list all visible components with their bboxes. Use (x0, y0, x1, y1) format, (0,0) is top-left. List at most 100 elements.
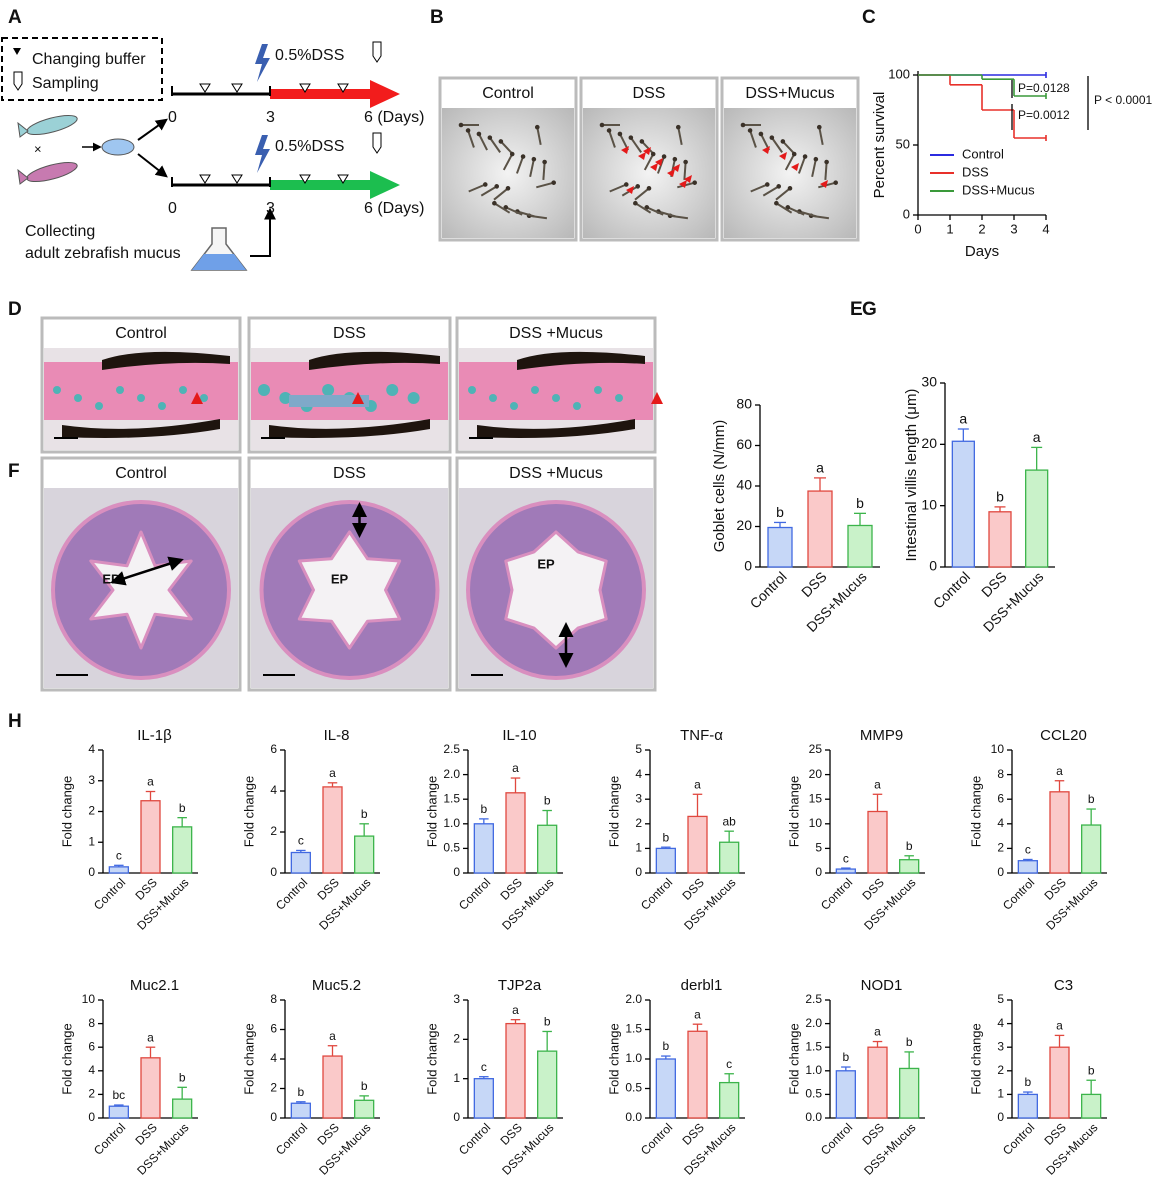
y-tick-label: 4 (635, 767, 642, 781)
y-tick-label: 6 (997, 791, 1004, 805)
bar (354, 1099, 375, 1119)
larva-head (639, 139, 645, 144)
y-tick-label: 0.5 (805, 1087, 822, 1101)
image-label: Control (482, 85, 534, 102)
pigment (477, 419, 635, 438)
larva (750, 183, 768, 193)
larva (634, 187, 650, 201)
image-label: Control (115, 465, 167, 482)
larva (542, 161, 546, 181)
x-tick-label: DSS (1042, 1120, 1069, 1147)
larva-head (776, 184, 782, 189)
x-tick-label: Control (818, 875, 855, 912)
y-tick-label: 20 (736, 517, 752, 533)
larva (609, 183, 627, 193)
y-tick-label: 0 (88, 865, 95, 879)
significance-letter: b (906, 1035, 913, 1049)
larva (818, 181, 836, 189)
lesion-marker (684, 175, 692, 183)
larva (608, 130, 616, 148)
y-tick-label: 0 (635, 865, 642, 879)
change-marker (199, 83, 211, 93)
larva-head (476, 131, 482, 137)
x-axis-label: Days (965, 243, 999, 260)
significance-letter: b (544, 794, 551, 808)
arrow (137, 118, 168, 141)
goblet-cell (279, 392, 292, 404)
bar (1081, 824, 1102, 874)
region-label: EP (537, 556, 555, 571)
y-tick-label: 8 (997, 767, 1004, 781)
lesion (289, 395, 369, 407)
marker (352, 392, 364, 404)
day-label: 6 (Days) (364, 109, 424, 126)
y-tick-label: 0 (88, 1110, 95, 1124)
y-axis-label: Fold change (786, 776, 801, 848)
lesion-marker (762, 146, 770, 154)
larva (489, 137, 501, 153)
larva (749, 130, 757, 148)
larva (787, 206, 805, 216)
x-tick-label: 2 (978, 221, 985, 236)
goblet-cell (74, 394, 82, 402)
y-tick-label: 8 (88, 1016, 95, 1030)
larva-head (599, 122, 605, 128)
y-tick-label: 2.0 (805, 1016, 822, 1030)
significance-letter: b (361, 807, 368, 821)
larva-head (498, 139, 504, 144)
chart-title: Muc5.2 (312, 977, 361, 994)
fish (26, 161, 78, 183)
significance-letter: a (816, 460, 824, 476)
significance-letter: b (662, 830, 669, 844)
significance-letter: ab (722, 814, 736, 828)
bar (1017, 1093, 1038, 1119)
y-axis-label: Goblet cells (N/mm) (711, 420, 728, 553)
bar (835, 868, 856, 874)
x-tick-label: Control (91, 875, 128, 912)
y-axis-label: Percent survival (871, 92, 888, 199)
y-tick-label: 6 (88, 1039, 95, 1053)
significance-letter: a (147, 775, 154, 789)
significance-letter: b (544, 1015, 551, 1029)
x-tick-label: DSS (798, 568, 830, 600)
bar (537, 824, 558, 874)
larva-head (787, 186, 793, 191)
change-marker (231, 174, 243, 184)
bar (687, 1030, 708, 1119)
y-tick-label: 2 (997, 841, 1004, 855)
significance-letter: c (298, 834, 304, 848)
larva (493, 187, 509, 201)
larva (677, 181, 695, 189)
significance-letter: b (297, 1085, 304, 1099)
x-tick-label: DSS (498, 1120, 525, 1147)
y-axis-label: Fold change (606, 776, 621, 848)
larva-head (780, 139, 786, 144)
lesion-marker (626, 186, 634, 194)
significance-letter: c (1025, 843, 1031, 857)
goblet-cell (594, 386, 602, 394)
y-tick-label: 4 (270, 783, 277, 797)
larva (478, 133, 488, 151)
bar (835, 1070, 856, 1119)
larva-head (465, 128, 471, 133)
image-label: DSS (333, 325, 366, 342)
mucus-label: adult zebrafish mucus (25, 245, 181, 262)
p-value: P=0.0012 (1018, 108, 1070, 122)
significance-letter: b (480, 802, 487, 816)
x-tick-label: 1 (946, 221, 953, 236)
y-tick-label: 0 (929, 558, 937, 574)
x-tick-label: Control (638, 1120, 675, 1157)
significance-letter: a (1056, 764, 1063, 778)
pigment (309, 351, 440, 370)
bar (172, 826, 193, 874)
day-label: 6 (Days) (364, 200, 424, 217)
larva-head (492, 200, 497, 206)
photo (724, 108, 856, 238)
x-tick-label: Control (747, 568, 790, 611)
x-tick-label: Control (818, 1120, 855, 1157)
significance-letter: bc (112, 1088, 125, 1102)
marker (191, 392, 203, 404)
y-tick-label: 4 (88, 742, 95, 756)
y-tick-label: 4 (88, 1063, 95, 1077)
bar (140, 1057, 161, 1119)
